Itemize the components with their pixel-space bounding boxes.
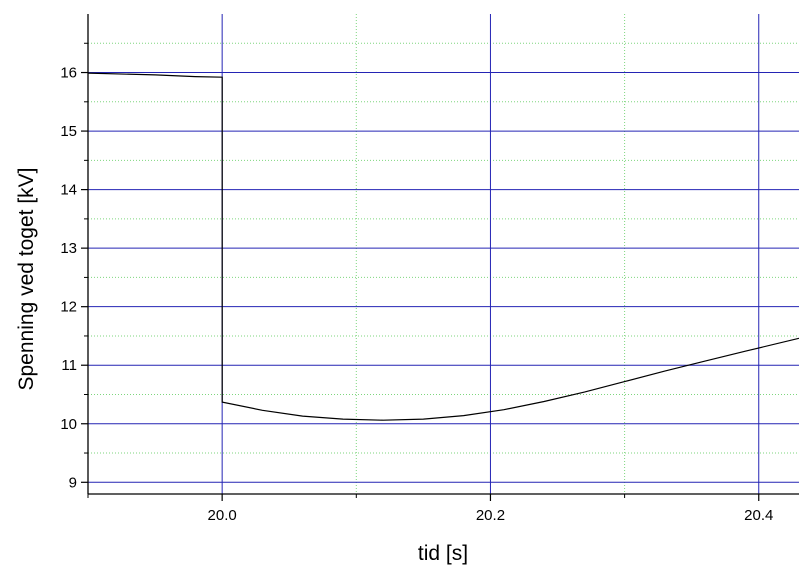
tick-labels: 9 10 11 12 13 14 15 16 20.0 20.2 20.4	[60, 65, 773, 524]
minor-grid	[87, 14, 799, 494]
x-tick-label: 20.0	[208, 507, 237, 524]
y-tick-label: 13	[60, 240, 77, 257]
major-grid	[88, 14, 799, 494]
x-tick-label: 20.4	[744, 507, 773, 524]
x-tick-label: 20.2	[476, 507, 505, 524]
y-tick-label: 10	[60, 416, 77, 433]
ticks	[81, 42, 760, 501]
y-tick-label: 14	[60, 182, 77, 199]
axes	[87, 14, 799, 495]
x-axis-title: tid [s]	[418, 542, 468, 565]
y-tick-label: 16	[60, 65, 77, 82]
y-tick-label: 9	[69, 474, 77, 491]
y-tick-label: 15	[60, 123, 77, 140]
y-tick-label: 11	[61, 357, 77, 374]
y-tick-label: 12	[60, 299, 77, 316]
series-group	[87, 72, 799, 421]
series-line-0	[87, 72, 799, 421]
y-axis-title: Spenning ved toget [kV]	[15, 168, 38, 391]
